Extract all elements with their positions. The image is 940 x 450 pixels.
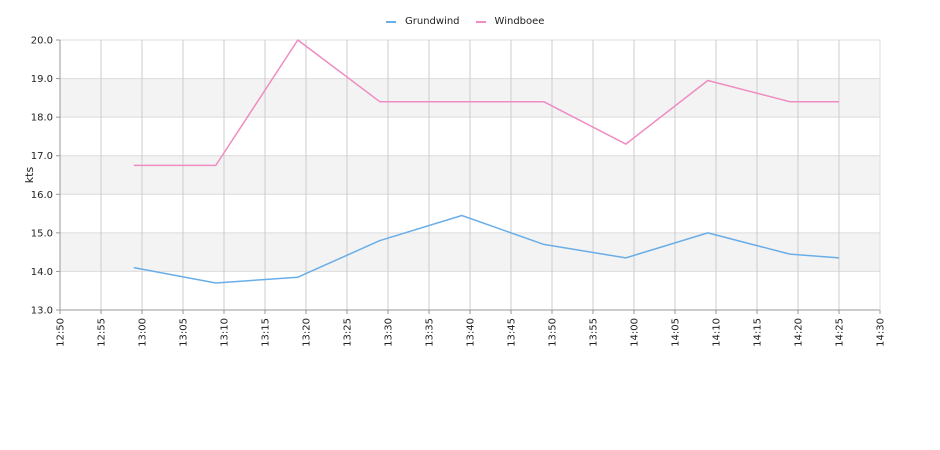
x-tick-label: 13:20 [302,318,313,347]
x-tick-label: 13:30 [384,318,395,347]
x-tick-label: 14:30 [876,318,887,347]
x-tick-label: 14:20 [794,318,805,347]
x-tick-label: 12:50 [56,318,67,347]
x-tick-label: 13:50 [548,318,559,347]
legend: Grundwind Windboee [386,14,560,28]
x-tick-label: 14:25 [835,318,846,347]
legend-label-grundwind: Grundwind [405,15,460,27]
x-tick-label: 12:55 [97,318,108,347]
x-tick-label: 14:10 [712,318,723,347]
grid-lines [59,39,881,311]
x-tick-label: 13:35 [425,318,436,347]
tick-labels: 13.0 14.0 15.0 16.0 17.0 18.0 19.0 20.0 12:50 12:… [31,36,887,347]
x-tick-label: 13:55 [589,318,600,347]
y-tick-label: 14.0 [31,267,53,278]
y-tick-label: 17.0 [31,151,53,162]
legend-swatch-windboee [475,21,486,23]
y-tick-label: 15.0 [31,228,53,239]
x-tick-label: 13:00 [138,318,149,347]
y-tick-label: 19.0 [31,74,53,85]
y-tick-label: 13.0 [31,306,53,317]
legend-item-windboee[interactable]: Windboee [475,15,545,27]
x-tick-label: 13:25 [343,318,354,347]
series-line-grundwind [133,214,840,284]
x-tick-label: 14:05 [671,318,682,347]
x-tick-label: 13:45 [507,318,518,347]
x-tick-label: 14:00 [630,318,641,347]
y-tick-label: 16.0 [31,190,53,201]
x-tick-label: 13:10 [220,318,231,347]
legend-label-windboee: Windboee [494,15,545,27]
series-line-windboee [133,39,839,167]
y-axis-title: kts [23,167,36,184]
x-tick-label: 13:15 [261,318,272,347]
y-tick-label: 18.0 [31,113,53,124]
x-tick-label: 13:05 [179,318,190,347]
legend-item-grundwind[interactable]: Grundwind [386,16,460,27]
x-tick-label: 14:15 [753,318,764,347]
series-lines [133,39,840,284]
y-tick-label: 20.0 [31,36,53,47]
axes [56,39,881,314]
x-tick-label: 13:40 [466,318,477,347]
legend-swatch-grundwind [386,21,396,23]
